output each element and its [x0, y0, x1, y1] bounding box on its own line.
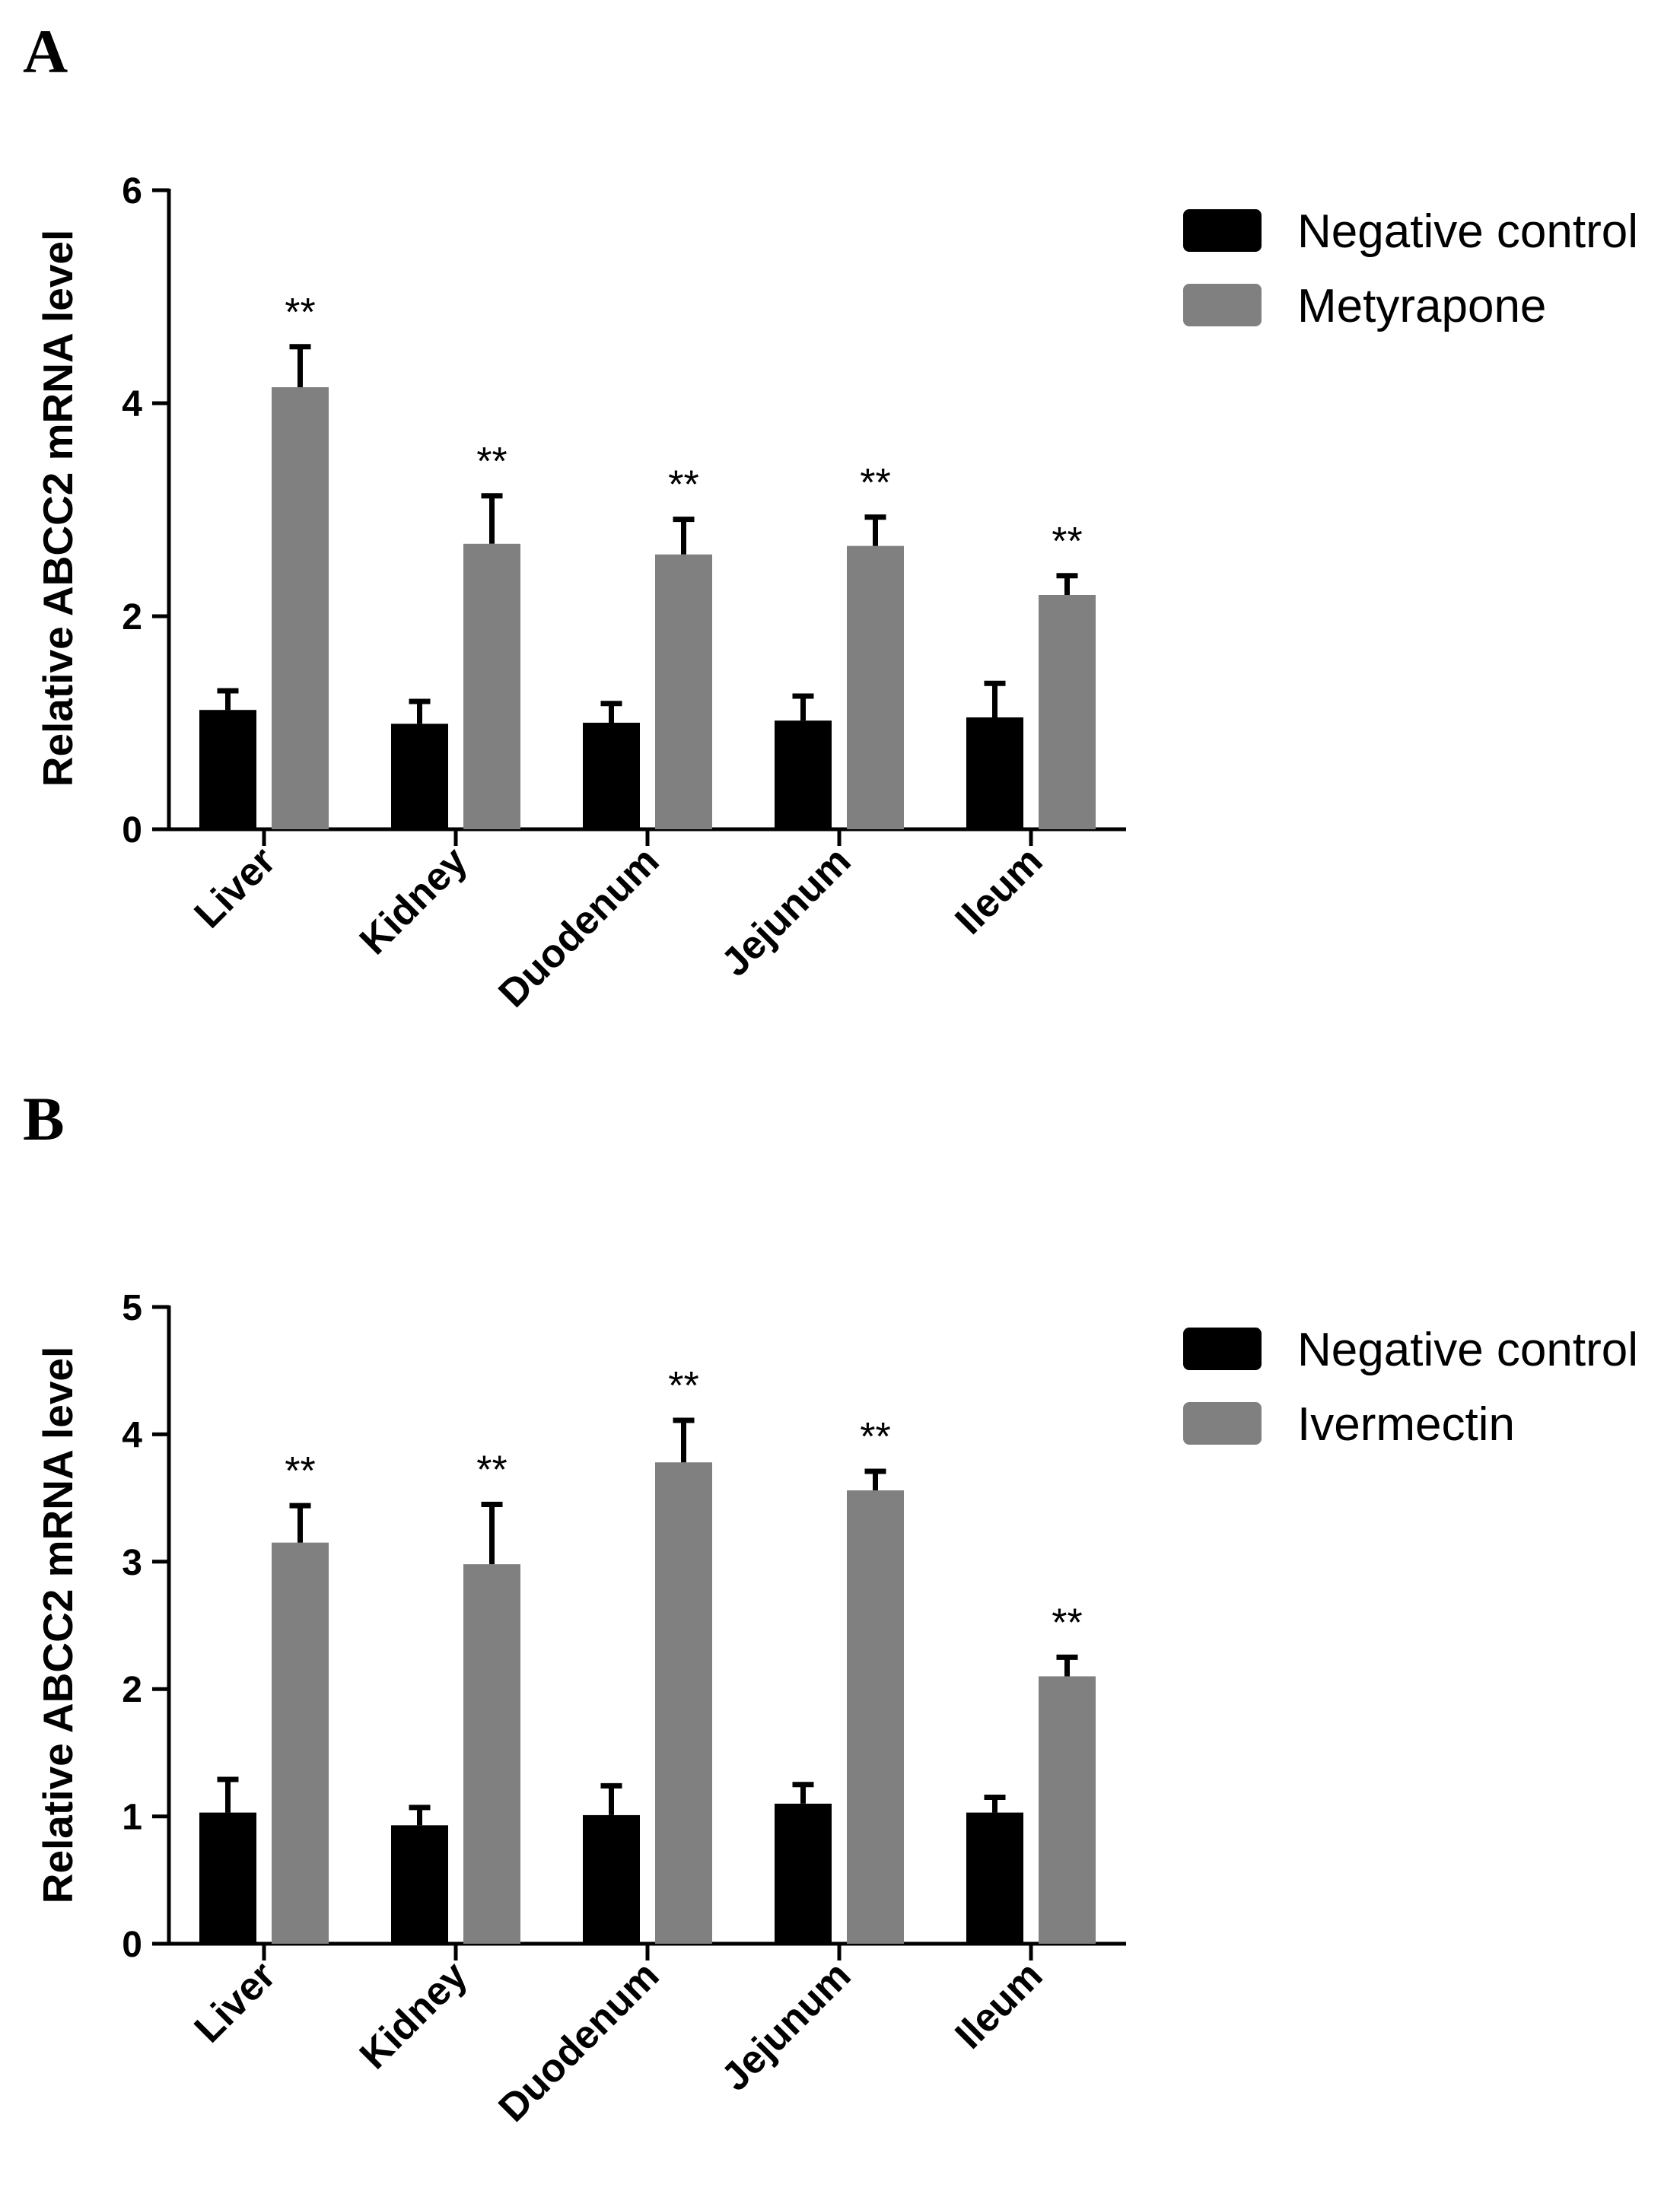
y-tick-label: 3	[122, 1543, 142, 1583]
x-tick-label: Kidney	[352, 1953, 476, 2078]
y-tick-label: 2	[122, 1670, 142, 1710]
bar-treatment-kidney	[463, 543, 520, 829]
significance-label: **	[668, 463, 698, 507]
significance-label: **	[285, 1449, 315, 1493]
legend-label: Negative control	[1297, 1324, 1638, 1376]
x-tick-label: Ileum	[947, 838, 1051, 943]
significance-label: **	[668, 1364, 698, 1408]
bar-treatment-ileum	[1039, 1676, 1096, 1944]
y-tick-label: 4	[122, 1415, 142, 1455]
bar-treatment-jejunum	[847, 545, 904, 829]
bar-control-kidney	[391, 723, 448, 829]
x-tick-label: Ileum	[947, 1953, 1051, 2057]
y-tick-label: 1	[122, 1798, 142, 1838]
bar-treatment-kidney	[463, 1564, 520, 1944]
significance-label: **	[476, 1448, 507, 1492]
bar-treatment-ileum	[1039, 595, 1096, 829]
bar-control-jejunum	[775, 1803, 832, 1944]
bar-control-duodenum	[583, 1814, 640, 1944]
legend-label: Ivermectin	[1297, 1398, 1515, 1451]
panel-letter: B	[23, 1084, 65, 1153]
x-tick-label: Duodenum	[490, 838, 667, 1016]
bar-treatment-duodenum	[655, 554, 712, 829]
bar-control-jejunum	[775, 720, 832, 829]
legend: Negative control Metyrapone	[1183, 205, 1638, 332]
significance-label: **	[1052, 1601, 1082, 1645]
x-tick-label: Liver	[186, 1953, 285, 2051]
legend-label: Negative control	[1297, 205, 1638, 258]
bar-control-kidney	[391, 1825, 448, 1944]
y-tick-label: 0	[122, 810, 142, 851]
bar-control-liver	[199, 710, 256, 829]
x-tick-label: Duodenum	[490, 1953, 667, 2130]
legend: Negative control Ivermectin	[1183, 1324, 1638, 1451]
significance-label: **	[476, 440, 507, 484]
x-tick-label: Kidney	[352, 838, 476, 963]
bar-treatment-liver	[272, 387, 329, 829]
legend-swatch-treatment	[1183, 284, 1262, 326]
bar-control-ileum	[966, 1812, 1023, 1944]
bar-control-liver	[199, 1812, 256, 1944]
bar-control-ileum	[966, 717, 1023, 829]
y-axis-title: Relative ABCC2 mRNA level	[34, 1347, 81, 1904]
y-tick-label: 6	[122, 171, 142, 211]
significance-label: **	[1052, 520, 1082, 564]
bar-treatment-duodenum	[655, 1462, 712, 1944]
legend-swatch-treatment	[1183, 1402, 1262, 1445]
x-tick-label: Jejunum	[713, 1953, 859, 2099]
y-tick-label: 5	[122, 1288, 142, 1328]
significance-label: **	[860, 1415, 890, 1459]
bar-control-duodenum	[583, 723, 640, 829]
x-tick-label: Liver	[186, 838, 285, 937]
chart-panel-b: B 0 1 2 3 4 5 Relative ABCC2 mRNA level ** Liver *…	[23, 1084, 1638, 2130]
panel-letter: A	[23, 17, 68, 86]
bar-treatment-jejunum	[847, 1490, 904, 1944]
significance-label: **	[860, 461, 890, 505]
y-tick-label: 0	[122, 1925, 142, 1965]
chart-panel-a: A 0 2 4 6 Relative ABCC2 mRNA level ** Liver ** K…	[23, 17, 1638, 1016]
y-axis-title: Relative ABCC2 mRNA level	[34, 230, 81, 787]
x-tick-label: Jejunum	[713, 838, 859, 984]
legend-swatch-control	[1183, 209, 1262, 252]
legend-label: Metyrapone	[1297, 280, 1546, 332]
y-tick-label: 4	[122, 384, 142, 425]
y-tick-label: 2	[122, 597, 142, 638]
bar-treatment-liver	[272, 1542, 329, 1944]
significance-label: **	[285, 291, 315, 335]
legend-swatch-control	[1183, 1328, 1262, 1370]
